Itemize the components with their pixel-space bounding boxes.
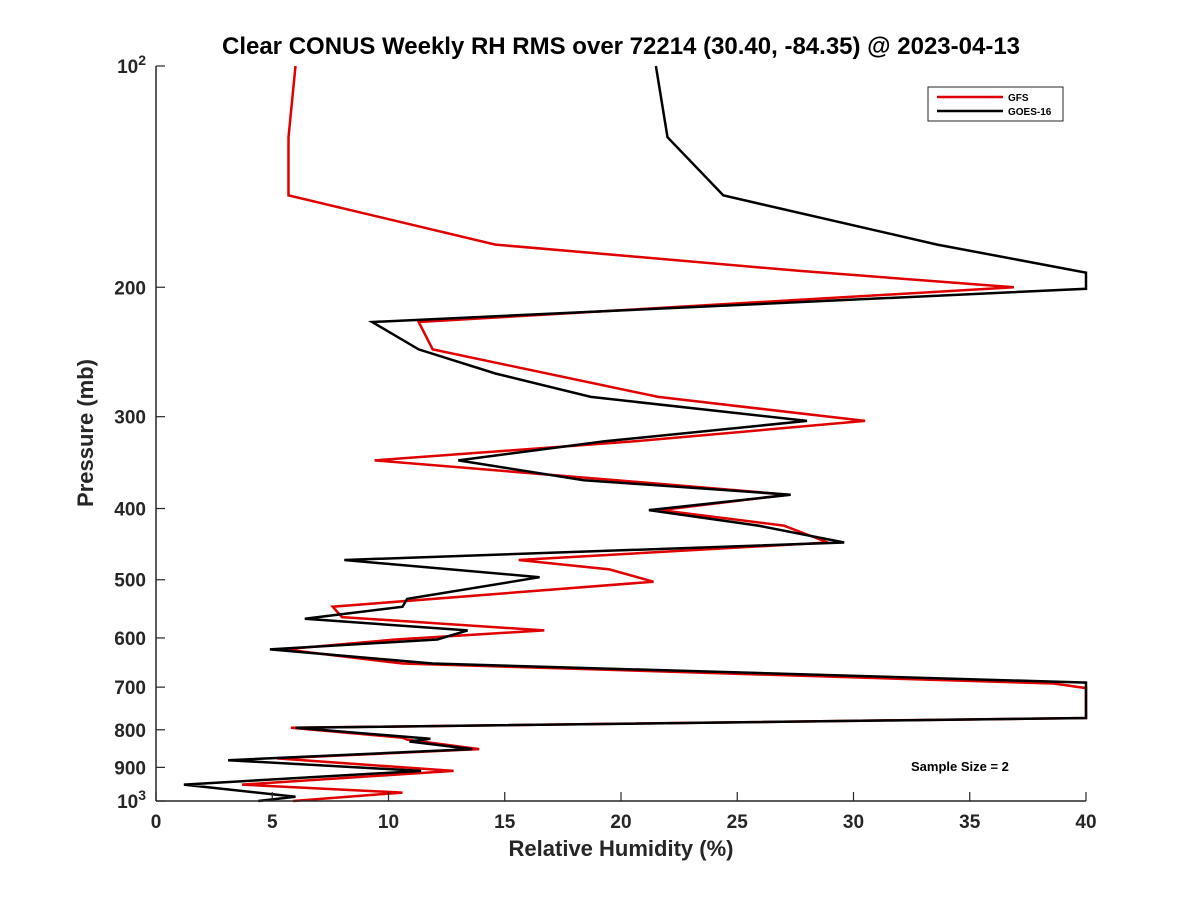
- y-tick-label: 200: [114, 278, 146, 299]
- legend-label-gfs: GFS: [1008, 93, 1029, 104]
- y-tick-label: 103: [117, 787, 146, 813]
- legend: GFS GOES-16: [927, 86, 1064, 122]
- x-tick-label: 30: [843, 812, 864, 833]
- chart-title: Clear CONUS Weekly RH RMS over 72214 (30…: [222, 33, 1020, 60]
- y-axis-ticks: 102 200 300 400 500 600 700 800 900 103: [114, 52, 165, 813]
- y-tick-label: 800: [114, 721, 146, 742]
- series-layer: [183, 65, 1088, 803]
- y-tick-label: 300: [114, 408, 146, 429]
- y-tick-label: 400: [114, 500, 146, 521]
- x-tick-label: 25: [727, 812, 749, 833]
- sample-size-annotation: Sample Size = 2: [911, 759, 1009, 774]
- legend-label-goes16: GOES-16: [1008, 107, 1052, 118]
- x-tick-label: 20: [610, 812, 631, 833]
- x-tick-label: 15: [494, 812, 516, 833]
- x-tick-label: 0: [151, 812, 162, 833]
- legend-box: [927, 86, 1064, 122]
- y-tick-label: 900: [114, 758, 146, 779]
- plot-area: [156, 66, 1086, 801]
- series-line-goes16: [183, 65, 1088, 803]
- x-tick-label: 35: [959, 812, 981, 833]
- y-axis-label: Pressure (mb): [73, 359, 98, 507]
- y-tick-label: 700: [114, 678, 146, 699]
- x-tick-label: 10: [378, 812, 399, 833]
- y-tick-label: 600: [114, 629, 146, 650]
- y-tick-label: 102: [117, 52, 146, 78]
- x-axis-ticks: 0 5 10 15 20 25 30 35 40: [151, 792, 1097, 833]
- series-line-gfs: [241, 65, 1088, 803]
- x-tick-label: 40: [1075, 812, 1096, 833]
- x-axis-label: Relative Humidity (%): [509, 836, 734, 861]
- x-tick-label: 5: [267, 812, 278, 833]
- y-tick-label: 500: [114, 571, 146, 592]
